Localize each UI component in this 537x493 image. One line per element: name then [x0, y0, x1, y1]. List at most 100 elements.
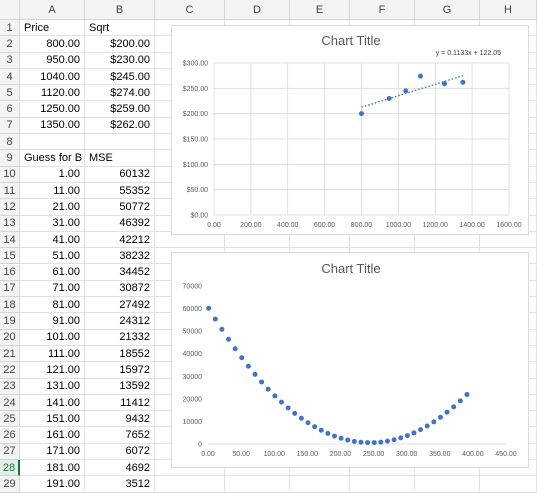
chart-2-point[interactable]	[418, 427, 424, 433]
cell-a13[interactable]: 31.00	[20, 215, 85, 232]
cell-a19[interactable]: 91.00	[20, 313, 85, 330]
chart-2-point[interactable]	[226, 336, 232, 342]
row-header-10[interactable]: 10	[0, 166, 20, 183]
cell-a11[interactable]: 11.00	[20, 183, 85, 200]
row-header-14[interactable]: 14	[0, 231, 20, 249]
cell-b9[interactable]: MSE	[85, 150, 155, 167]
cell-d14[interactable]	[225, 231, 290, 249]
cell-a28[interactable]: 181.00	[20, 460, 85, 477]
column-header-d[interactable]: D	[225, 0, 290, 20]
cell-a12[interactable]: 21.00	[20, 199, 85, 216]
chart-2-point[interactable]	[265, 386, 271, 392]
select-all-corner[interactable]	[0, 0, 20, 20]
chart-2-point[interactable]	[444, 409, 450, 415]
chart-2-point[interactable]	[239, 355, 245, 361]
row-header-23[interactable]: 23	[0, 378, 20, 395]
cell-a18[interactable]: 81.00	[20, 297, 85, 314]
chart-2-point[interactable]	[331, 433, 337, 439]
row-header-8[interactable]: 8	[0, 134, 20, 151]
chart-2-point[interactable]	[378, 439, 384, 445]
chart-1-point[interactable]	[359, 111, 364, 117]
chart-2-point[interactable]	[232, 346, 238, 352]
row-header-18[interactable]: 18	[0, 297, 20, 314]
chart-2-point[interactable]	[411, 430, 417, 436]
cell-b3[interactable]: $230.00	[85, 52, 155, 69]
chart-2-point[interactable]	[292, 410, 298, 416]
cell-g14[interactable]	[415, 231, 480, 249]
cell-a4[interactable]: 1040.00	[20, 68, 85, 86]
cell-b26[interactable]: 7652	[85, 427, 155, 444]
chart-2-point[interactable]	[391, 437, 397, 443]
row-header-12[interactable]: 12	[0, 199, 20, 216]
cell-a10[interactable]: 1.00	[20, 166, 85, 183]
cell-a15[interactable]: 51.00	[20, 248, 85, 265]
row-header-27[interactable]: 27	[0, 443, 20, 461]
cell-a29[interactable]: 191.00	[20, 476, 85, 493]
chart-2-point[interactable]	[272, 393, 278, 399]
cell-a1[interactable]: Price	[20, 20, 85, 37]
chart-2-point[interactable]	[345, 437, 351, 443]
cell-b28[interactable]: 4692	[85, 460, 155, 477]
row-header-13[interactable]: 13	[0, 215, 20, 232]
cell-a26[interactable]: 161.00	[20, 427, 85, 444]
row-header-19[interactable]: 19	[0, 313, 20, 330]
cell-b16[interactable]: 34452	[85, 264, 155, 281]
cell-b2[interactable]: $200.00	[85, 36, 155, 53]
cell-b19[interactable]: 24312	[85, 313, 155, 330]
chart-2-point[interactable]	[451, 404, 457, 410]
chart-guess-vs-mse[interactable]: Chart Title 0 10000 20000 30000 40000 50000 600…	[171, 252, 529, 468]
chart-2-title[interactable]: Chart Title	[321, 261, 380, 276]
column-header-b[interactable]: B	[85, 0, 155, 20]
cell-b27[interactable]: 6072	[85, 443, 155, 461]
chart-1-point[interactable]	[418, 73, 423, 79]
chart-2-point[interactable]	[285, 405, 291, 411]
chart-2-point[interactable]	[338, 435, 344, 441]
cell-a25[interactable]: 151.00	[20, 411, 85, 428]
cell-a21[interactable]: 111.00	[20, 346, 85, 363]
cell-g29[interactable]	[415, 476, 480, 493]
cell-c29[interactable]	[155, 476, 225, 493]
cell-b10[interactable]: 60132	[85, 166, 155, 183]
chart-2-point[interactable]	[398, 435, 404, 441]
column-header-g[interactable]: G	[415, 0, 480, 20]
cell-f14[interactable]	[350, 231, 415, 249]
chart-2-point[interactable]	[464, 392, 470, 398]
row-header-17[interactable]: 17	[0, 280, 20, 298]
chart-1-point[interactable]	[460, 79, 466, 85]
cell-c14[interactable]	[155, 231, 225, 249]
cell-g28[interactable]	[415, 460, 480, 477]
cell-d28[interactable]	[225, 460, 290, 477]
chart-2-point[interactable]	[384, 438, 390, 444]
row-header-2[interactable]: 2	[0, 36, 20, 53]
row-header-16[interactable]: 16	[0, 264, 20, 281]
cell-c28[interactable]	[155, 460, 225, 477]
chart-2-point[interactable]	[404, 433, 410, 439]
row-header-29[interactable]: 29	[0, 476, 20, 493]
cell-b13[interactable]: 46392	[85, 215, 155, 232]
cell-b20[interactable]: 21332	[85, 329, 155, 346]
chart-2-point[interactable]	[259, 379, 265, 385]
cell-h29[interactable]	[480, 476, 537, 493]
cell-f28[interactable]	[350, 460, 415, 477]
chart-2-point[interactable]	[437, 414, 443, 420]
chart-2-point[interactable]	[318, 427, 324, 433]
row-header-7[interactable]: 7	[0, 117, 20, 135]
cell-b15[interactable]: 38232	[85, 248, 155, 265]
cell-a2[interactable]: 800.00	[20, 36, 85, 53]
chart-2-point[interactable]	[351, 438, 357, 444]
chart-2-point[interactable]	[305, 420, 311, 426]
cell-a5[interactable]: 1120.00	[20, 85, 85, 102]
row-header-15[interactable]: 15	[0, 248, 20, 265]
cell-a14[interactable]: 41.00	[20, 231, 85, 249]
column-header-a[interactable]: A	[20, 0, 85, 20]
chart-price-vs-sqrt[interactable]: Chart Title $0.00 $50.00 $100.00 $150.00 $200…	[171, 25, 529, 235]
chart-2-point[interactable]	[365, 440, 371, 446]
chart-2-point[interactable]	[252, 371, 258, 377]
chart-2-point[interactable]	[457, 398, 463, 404]
cell-b5[interactable]: $274.00	[85, 85, 155, 102]
row-header-22[interactable]: 22	[0, 362, 20, 379]
cell-e29[interactable]	[290, 476, 350, 493]
row-header-24[interactable]: 24	[0, 394, 20, 412]
chart-1-point[interactable]	[403, 88, 409, 94]
chart-2-point[interactable]	[358, 439, 364, 445]
